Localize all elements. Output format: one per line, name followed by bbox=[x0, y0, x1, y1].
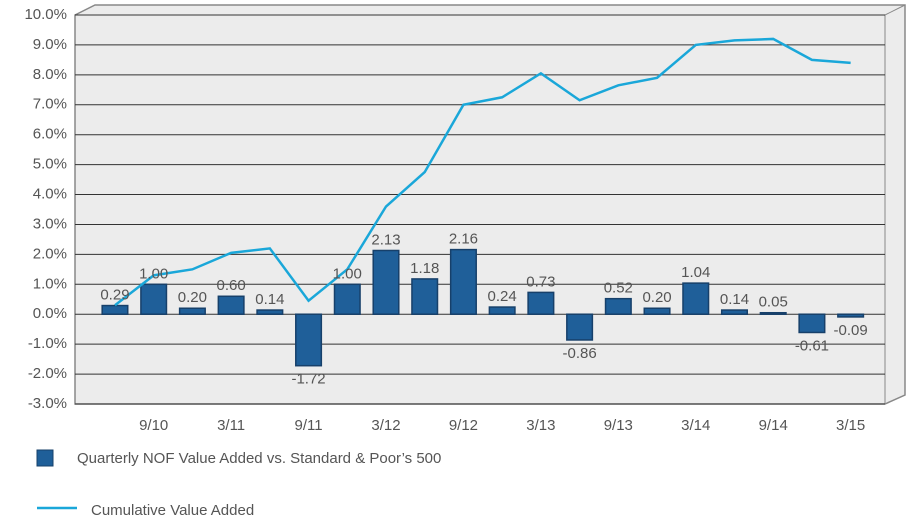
bar bbox=[527, 291, 555, 315]
data-label: 1.04 bbox=[681, 264, 710, 281]
x-tick-label: 9/10 bbox=[139, 417, 168, 434]
legend-swatch bbox=[36, 449, 54, 467]
data-label: -0.61 bbox=[795, 337, 829, 354]
y-tick-label: 10.0% bbox=[24, 6, 67, 23]
bar bbox=[682, 282, 710, 315]
data-label: 0.60 bbox=[217, 277, 246, 294]
bar bbox=[449, 248, 477, 315]
bar bbox=[759, 311, 787, 315]
bar bbox=[217, 295, 245, 315]
legend-label: Quarterly NOF Value Added vs. Standard &… bbox=[77, 450, 441, 467]
x-tick-label: 3/12 bbox=[371, 417, 400, 434]
x-tick-label: 3/14 bbox=[681, 417, 710, 434]
x-tick-label: 9/13 bbox=[604, 417, 633, 434]
line bbox=[114, 37, 851, 307]
data-label: 0.73 bbox=[526, 273, 555, 290]
x-tick-label: 3/15 bbox=[836, 417, 865, 434]
data-label: 0.52 bbox=[604, 280, 633, 297]
legend-label: Cumulative Value Added bbox=[91, 502, 254, 519]
y-tick-label: -2.0% bbox=[28, 365, 67, 382]
bar bbox=[333, 283, 361, 315]
x-tick-label: 3/13 bbox=[526, 417, 555, 434]
bar bbox=[488, 306, 516, 315]
data-label: -1.72 bbox=[291, 371, 325, 388]
data-label: 2.13 bbox=[371, 231, 400, 248]
data-label: 0.14 bbox=[255, 291, 284, 308]
bar bbox=[256, 309, 284, 315]
bar bbox=[720, 309, 749, 315]
x-tick-label: 9/14 bbox=[759, 417, 788, 434]
y-tick-label: 1.0% bbox=[33, 275, 67, 292]
y-tick-label: 9.0% bbox=[33, 36, 67, 53]
data-label: 0.20 bbox=[642, 289, 671, 306]
data-label: 1.00 bbox=[333, 265, 362, 282]
bar bbox=[140, 283, 168, 315]
y-tick-label: 2.0% bbox=[33, 245, 67, 262]
y-tick-label: -3.0% bbox=[28, 395, 67, 412]
y-tick-label: 4.0% bbox=[33, 186, 67, 203]
data-label: 1.00 bbox=[139, 265, 168, 282]
data-label: 0.24 bbox=[488, 288, 517, 305]
data-label: 0.05 bbox=[759, 294, 788, 311]
bar bbox=[372, 249, 400, 315]
bar bbox=[101, 304, 129, 315]
bar bbox=[178, 307, 206, 315]
bar bbox=[643, 307, 671, 315]
bar bbox=[604, 297, 632, 315]
bar bbox=[566, 313, 594, 341]
y-tick-label: 6.0% bbox=[33, 126, 67, 143]
x-tick-label: 3/11 bbox=[217, 417, 245, 434]
data-label: 0.20 bbox=[178, 289, 207, 306]
bar bbox=[798, 313, 826, 334]
data-label: 1.18 bbox=[410, 260, 439, 277]
data-label: -0.86 bbox=[562, 345, 596, 362]
bar bbox=[837, 313, 865, 318]
bar bbox=[411, 278, 439, 315]
y-tick-label: -1.0% bbox=[28, 335, 67, 352]
y-tick-label: 3.0% bbox=[33, 215, 67, 232]
x-tick-label: 9/12 bbox=[449, 417, 478, 434]
y-tick-label: 7.0% bbox=[33, 96, 67, 113]
data-label: -0.09 bbox=[834, 322, 868, 339]
data-label: 0.29 bbox=[100, 287, 129, 304]
y-tick-label: 0.0% bbox=[33, 305, 67, 322]
y-tick-label: 8.0% bbox=[33, 66, 67, 83]
data-label: 0.14 bbox=[720, 291, 749, 308]
x-tick-label: 9/11 bbox=[295, 417, 323, 434]
y-tick-label: 5.0% bbox=[33, 156, 67, 173]
data-label: 2.16 bbox=[449, 231, 478, 248]
bar bbox=[295, 313, 323, 367]
